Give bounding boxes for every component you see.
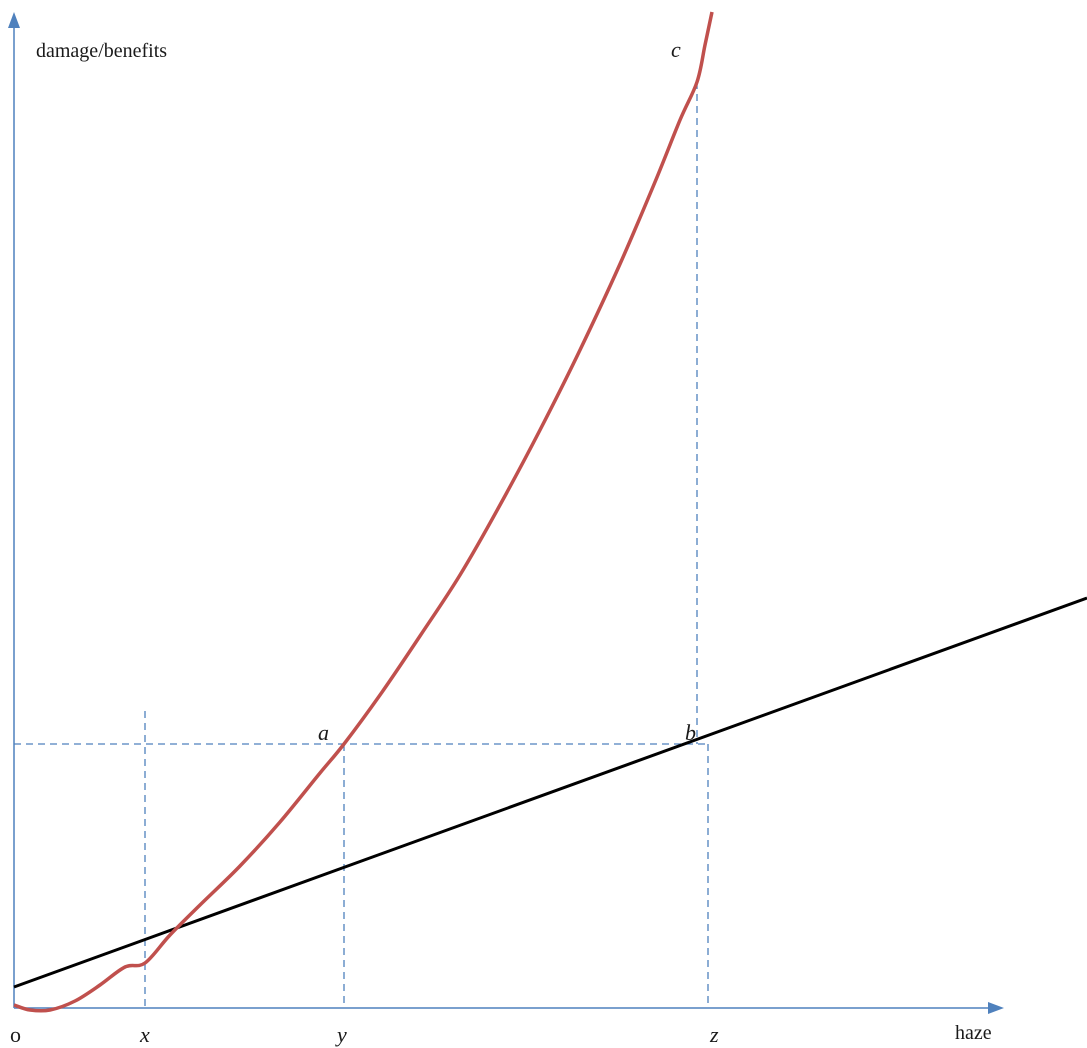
damage-curve bbox=[13, 11, 714, 1013]
y-axis-arrow-icon bbox=[8, 12, 20, 28]
x-tick-z: z bbox=[709, 1022, 719, 1047]
axes bbox=[8, 12, 1004, 1014]
guide-lines bbox=[14, 82, 709, 1008]
point-label-c: c bbox=[671, 37, 681, 62]
point-label-a: a bbox=[318, 720, 329, 745]
benefits-line bbox=[13, 596, 1087, 989]
x-tick-x: x bbox=[139, 1022, 150, 1047]
point-label-b: b bbox=[685, 720, 696, 745]
origin-label: o bbox=[10, 1022, 21, 1047]
x-axis-title: haze bbox=[955, 1022, 992, 1044]
y-axis-title: damage/benefits bbox=[36, 40, 167, 62]
x-tick-y: y bbox=[335, 1022, 347, 1047]
x-axis-arrow-icon bbox=[988, 1002, 1004, 1014]
